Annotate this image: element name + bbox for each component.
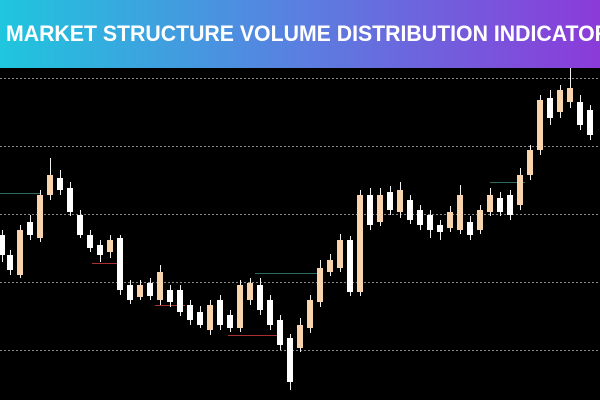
banner-title: MARKET STRUCTURE VOLUME DISTRIBUTION IND… [6,21,600,46]
bullish-candles [17,88,573,348]
bearish-candles [0,98,593,382]
title-banner [0,0,600,68]
